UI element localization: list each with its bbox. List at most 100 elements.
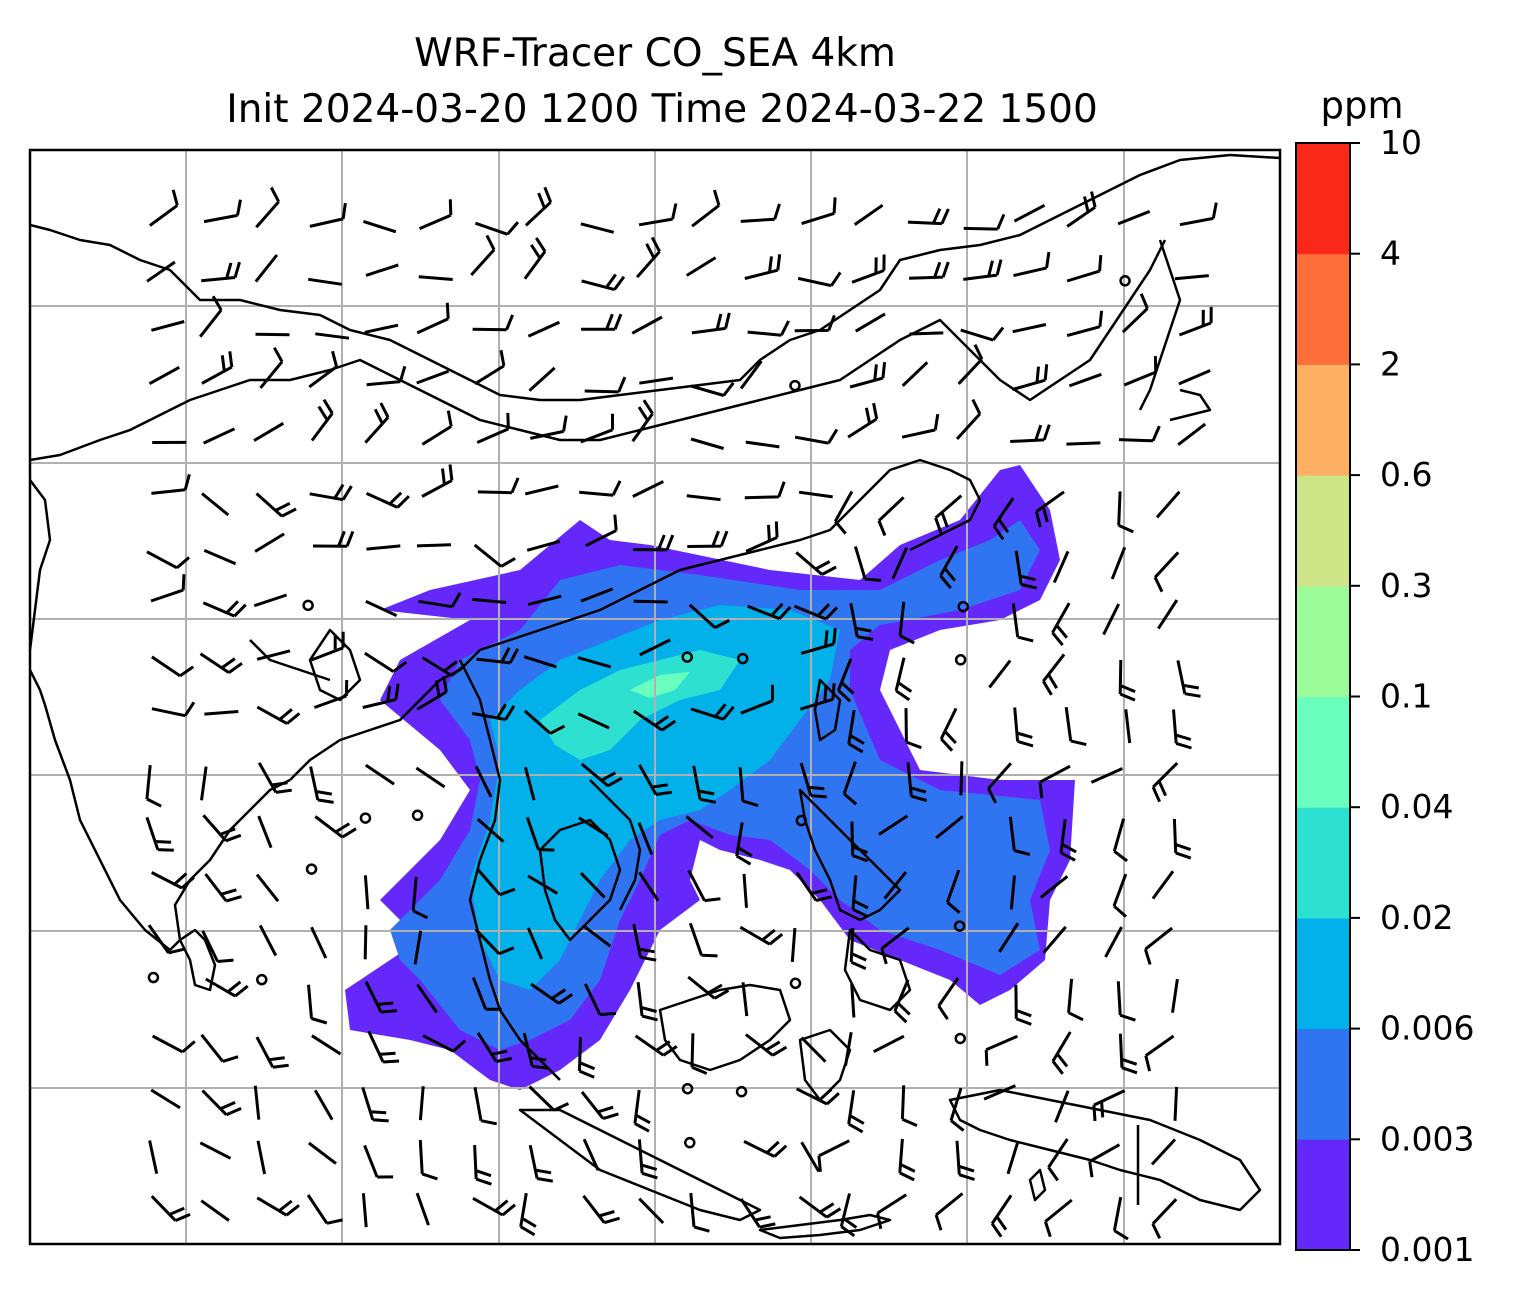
wind-barb xyxy=(364,763,395,786)
wind-barb xyxy=(837,658,855,703)
wind-barb xyxy=(1124,709,1132,744)
wind-barb xyxy=(1150,1138,1177,1166)
calm-wind-marker xyxy=(735,1085,748,1098)
wind-barb xyxy=(582,1194,621,1225)
wind-barb xyxy=(527,594,562,606)
wind-barb xyxy=(1009,875,1016,910)
wind-barb xyxy=(421,656,466,677)
wind-barb xyxy=(308,350,339,389)
wind-barb xyxy=(744,1033,788,1057)
wind-barb xyxy=(987,762,1013,804)
wind-barb xyxy=(1013,707,1034,748)
wind-barb xyxy=(474,221,520,236)
wind-barb xyxy=(201,492,230,517)
colorbar-tick-label: 0.006 xyxy=(1380,1009,1474,1048)
wind-barb xyxy=(418,275,453,281)
wind-barb xyxy=(955,398,982,441)
wind-barb xyxy=(313,1089,334,1121)
wind-barb xyxy=(523,709,566,735)
wind-barb xyxy=(580,1090,619,1121)
wind-barb xyxy=(1068,372,1102,388)
wind-barb xyxy=(817,1139,850,1172)
wind-barb xyxy=(307,984,328,1025)
wind-barb xyxy=(1118,425,1161,443)
wind-barb xyxy=(365,263,399,277)
wind-barb xyxy=(1110,546,1127,580)
wind-barb xyxy=(1012,364,1049,391)
wind-barb xyxy=(151,320,185,332)
wind-barb xyxy=(151,701,196,718)
wind-barb xyxy=(201,1089,242,1117)
colorbar-band xyxy=(1296,917,1350,1030)
wind-barb xyxy=(1102,603,1121,636)
wind-barb xyxy=(904,708,922,750)
wind-barb xyxy=(692,765,717,804)
wind-barb xyxy=(1066,310,1104,338)
wind-barb xyxy=(361,1193,368,1228)
wind-barb xyxy=(530,982,574,1005)
wind-barb xyxy=(747,320,790,337)
wind-barb xyxy=(876,1193,908,1230)
wind-barb xyxy=(199,652,243,674)
wind-barb xyxy=(200,1033,239,1063)
wind-barb xyxy=(146,260,176,283)
wind-barb xyxy=(795,551,837,576)
wind-barb xyxy=(839,1193,858,1238)
wind-barb xyxy=(579,872,606,899)
wind-barb xyxy=(311,1034,342,1056)
wind-barb xyxy=(366,544,401,551)
wind-barb xyxy=(472,1196,516,1217)
wind-barb xyxy=(415,1192,430,1226)
wind-barb xyxy=(1117,210,1151,226)
wind-barb xyxy=(416,983,438,1014)
wind-barb xyxy=(200,766,208,801)
wind-barb xyxy=(473,1145,492,1186)
wind-barb xyxy=(578,1037,596,1079)
wind-barb xyxy=(988,659,1012,689)
wind-barb xyxy=(1112,1196,1129,1241)
wind-barb xyxy=(745,521,779,553)
wind-barb xyxy=(255,186,281,229)
wind-barb xyxy=(255,873,280,903)
wind-barb xyxy=(418,1086,425,1121)
wind-barb xyxy=(935,815,964,839)
wind-barb xyxy=(147,924,185,955)
wind-barb xyxy=(309,483,353,502)
wind-barb xyxy=(850,821,869,863)
wind-barb xyxy=(1123,356,1158,387)
wind-barb xyxy=(844,1032,853,1067)
wind-barb xyxy=(1118,1033,1138,1075)
plume-level-4 xyxy=(540,650,740,760)
wind-barb xyxy=(585,514,618,548)
wind-barb xyxy=(740,684,774,715)
wind-barb xyxy=(685,815,714,840)
wind-barb xyxy=(1042,925,1067,954)
wind-barb xyxy=(363,651,408,673)
wind-barb xyxy=(686,494,721,502)
wind-barb xyxy=(849,602,874,641)
wind-barb xyxy=(939,707,958,752)
wind-barb xyxy=(1144,1034,1175,1072)
map-panel xyxy=(28,148,1282,1246)
colorbar-tick-label: 0.1 xyxy=(1380,677,1432,716)
calm-wind-marker xyxy=(302,599,314,612)
wind-barb xyxy=(1064,707,1087,747)
wind-barb xyxy=(891,547,908,580)
wind-barb xyxy=(151,1034,196,1054)
wind-barb xyxy=(204,710,239,716)
title-line-1: WRF-Tracer CO_SEA 4km xyxy=(414,31,896,76)
title-line-2: Init 2024-03-20 1200 Time 2024-03-22 150… xyxy=(226,87,1098,132)
wind-barb xyxy=(523,766,536,801)
wind-barb xyxy=(735,822,753,866)
wind-barb xyxy=(1178,306,1213,337)
wind-barb xyxy=(883,871,908,900)
wind-barbs xyxy=(145,186,1218,1241)
wind-barb xyxy=(201,261,241,283)
wind-barb xyxy=(474,765,493,798)
wind-barb xyxy=(893,979,911,1024)
wind-barb xyxy=(983,1084,1016,1101)
colorbar-tick-label: 0.3 xyxy=(1380,566,1432,605)
wind-barb xyxy=(984,1034,1018,1066)
wind-barb xyxy=(1038,764,1071,799)
wind-barb xyxy=(528,1144,554,1183)
